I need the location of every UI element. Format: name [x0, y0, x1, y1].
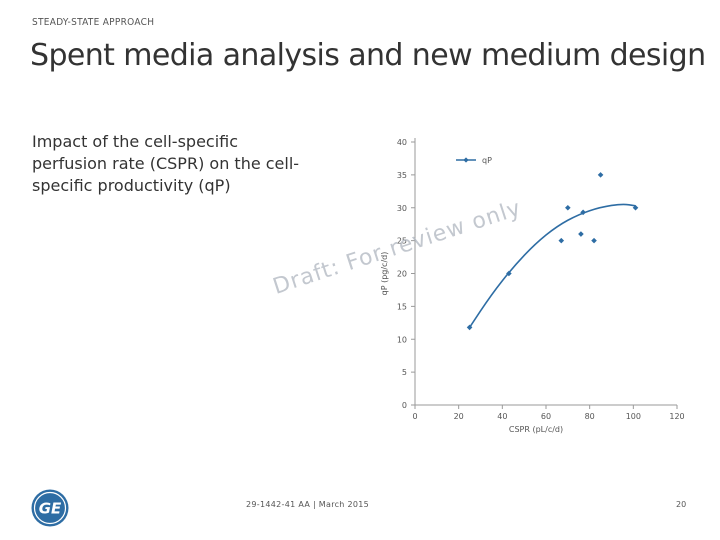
chart-legend: qP	[456, 156, 492, 165]
data-points-group	[466, 172, 639, 331]
y-tick-label: 20	[397, 270, 407, 279]
trendline	[468, 203, 636, 328]
x-tick-label: 120	[669, 412, 684, 421]
y-tick-label: 35	[397, 171, 407, 180]
data-point	[597, 172, 604, 178]
x-axis-label: CSPR (pL/c/d)	[509, 425, 563, 434]
y-tick-label: 25	[397, 237, 407, 246]
data-point	[506, 270, 512, 277]
legend-label: qP	[482, 156, 492, 165]
y-axis-label: qP (pg/c/d)	[380, 252, 389, 296]
y-tick-label: 10	[397, 335, 407, 344]
ge-logo: GE	[31, 489, 69, 527]
x-tick-label: 80	[585, 412, 595, 421]
y-tick-label: 40	[397, 138, 407, 147]
data-point	[565, 204, 571, 211]
y-tick-label: 30	[397, 204, 407, 213]
slide-title: Spent media analysis and new medium desi…	[30, 38, 706, 73]
body-line: perfusion rate (CSPR) on the cell-	[32, 154, 300, 173]
page-number: 20	[676, 500, 687, 509]
body-text: Impact of the cell-specific perfusion ra…	[32, 131, 332, 197]
footer-reference: 29-1442-41 AA | March 2015	[246, 500, 370, 509]
chart-axes: 0 5 10 15 20 25 30 35 40 0 20 40 60 80 100 120 CSPR (pL/…	[380, 138, 685, 434]
qp-vs-cspr-chart: 0 5 10 15 20 25 30 35 40 0 20 40 60 80 100 120 CSPR (pL/…	[380, 138, 685, 434]
x-tick-label: 40	[497, 412, 507, 421]
x-tick-label: 100	[626, 412, 641, 421]
x-tick-label: 60	[541, 412, 551, 421]
body-line: Impact of the cell-specific	[32, 132, 239, 151]
trendline-group	[468, 203, 636, 328]
data-point	[632, 204, 639, 211]
y-tick-label: 5	[402, 368, 407, 377]
legend-marker	[463, 157, 469, 163]
y-tick-label: 15	[397, 302, 407, 311]
y-tick-label: 0	[402, 401, 407, 410]
data-point	[591, 237, 597, 244]
data-point	[558, 237, 565, 244]
data-point	[580, 209, 586, 216]
x-tick-label: 0	[412, 412, 417, 421]
data-point	[578, 231, 584, 237]
section-eyebrow: STEADY-STATE APPROACH	[32, 17, 155, 28]
body-line: specific productivity (qP)	[32, 176, 231, 195]
logo-text: GE	[39, 500, 62, 518]
x-tick-label: 20	[454, 412, 464, 421]
data-point	[466, 324, 473, 331]
